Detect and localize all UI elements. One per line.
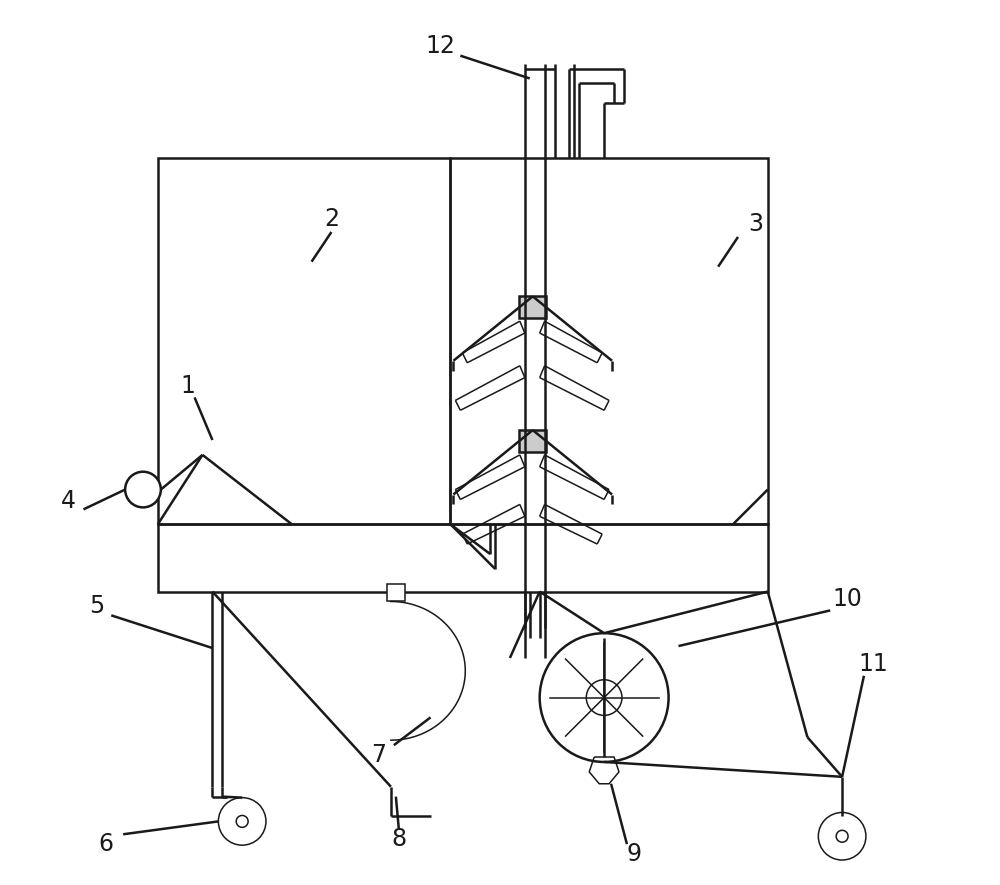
Circle shape: [125, 472, 161, 507]
Text: 5: 5: [89, 595, 104, 619]
Text: 12: 12: [426, 34, 455, 58]
Text: 1: 1: [180, 373, 195, 397]
Text: 4: 4: [61, 489, 76, 513]
Bar: [519, 430, 546, 452]
Text: 8: 8: [391, 827, 406, 851]
Circle shape: [218, 797, 266, 845]
Text: 3: 3: [748, 212, 763, 236]
Circle shape: [836, 830, 848, 843]
Bar: [158, 158, 450, 524]
Bar: [450, 158, 768, 524]
Text: 9: 9: [626, 843, 641, 866]
Bar: [387, 584, 405, 602]
Text: 6: 6: [99, 832, 114, 856]
Bar: [519, 296, 546, 319]
Circle shape: [540, 633, 669, 762]
Text: 2: 2: [324, 207, 339, 231]
Circle shape: [818, 812, 866, 860]
Circle shape: [586, 680, 622, 715]
Circle shape: [236, 815, 248, 827]
Text: 11: 11: [858, 652, 888, 676]
Bar: [158, 524, 768, 591]
Text: 7: 7: [372, 743, 387, 767]
Text: 10: 10: [832, 587, 862, 611]
